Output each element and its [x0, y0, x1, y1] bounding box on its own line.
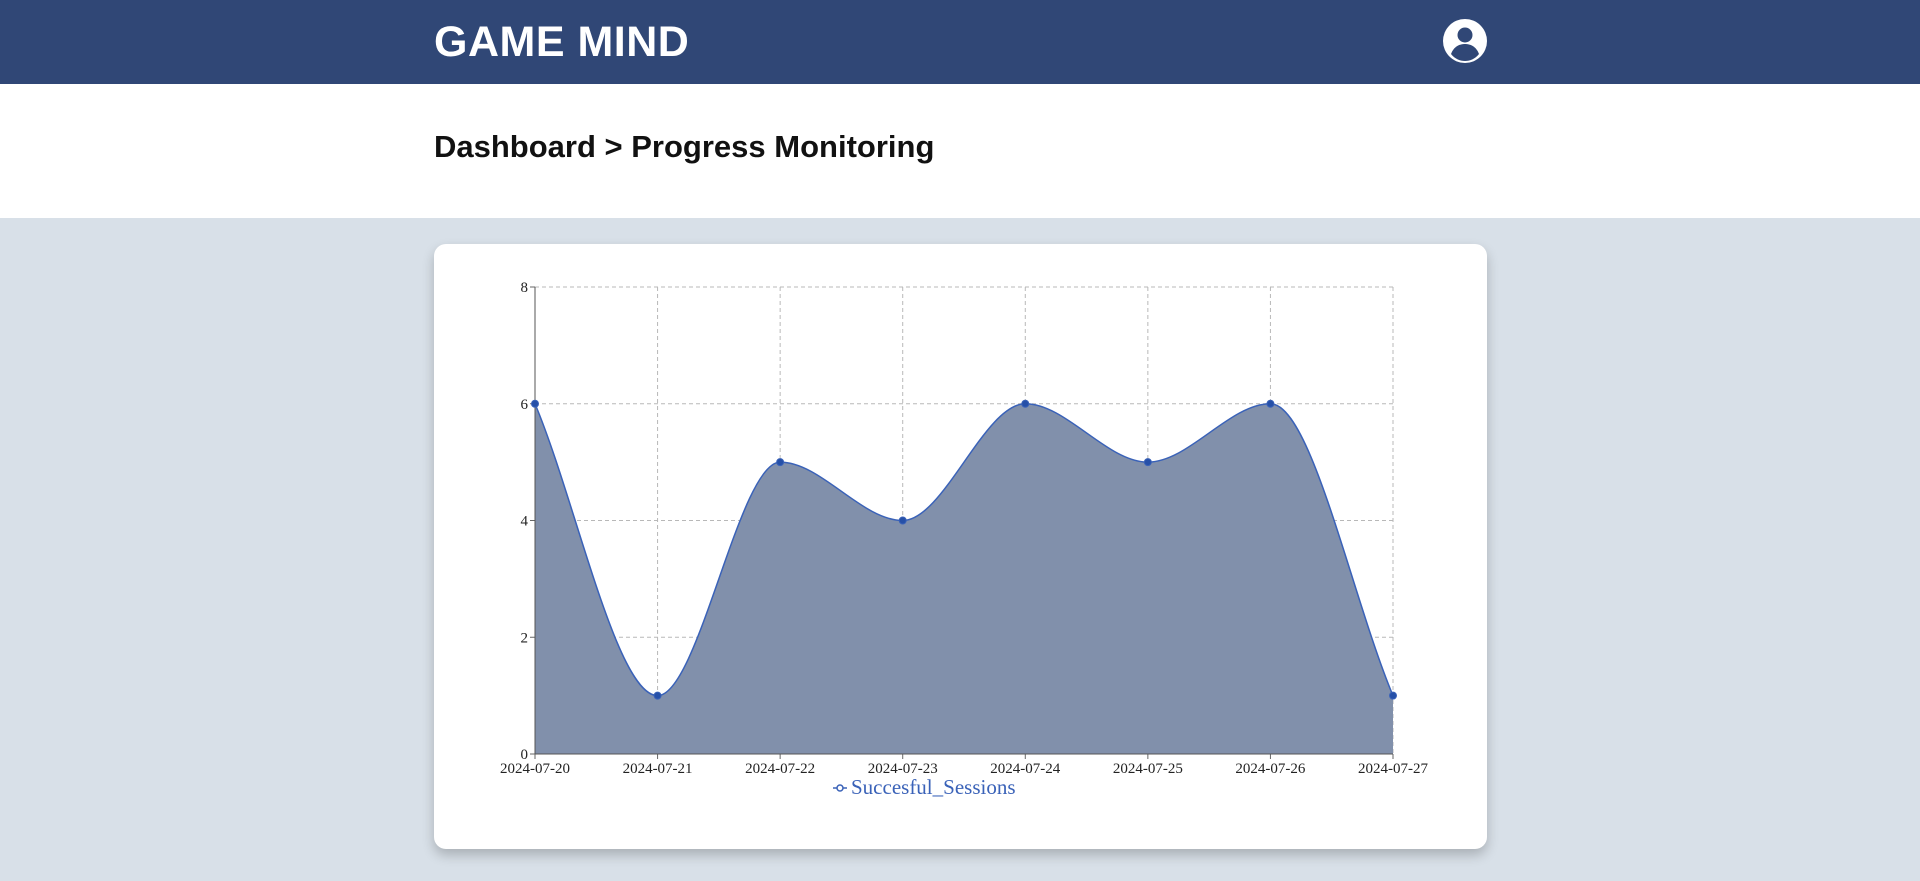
- data-point[interactable]: [776, 458, 785, 467]
- y-tick-label: 6: [521, 397, 529, 413]
- data-point[interactable]: [653, 691, 662, 700]
- data-point[interactable]: [531, 399, 539, 408]
- chart-tick-labels: 0 2 4 6 8 2024-07-20 2024-07-21 2024-07-22 2024-…: [500, 280, 1428, 777]
- x-tick-label: 2024-07-27: [1358, 761, 1428, 777]
- y-tick-label: 8: [521, 280, 529, 296]
- chart-legend[interactable]: Succesful_Sessions: [833, 775, 1016, 799]
- user-circle-icon: [1443, 19, 1487, 63]
- chart-axes: [530, 286, 1394, 759]
- brand-logo[interactable]: GAME MIND: [434, 18, 690, 66]
- x-tick-label: 2024-07-25: [1113, 761, 1183, 777]
- series-area-fill: [535, 403, 1393, 754]
- data-point[interactable]: [1143, 458, 1152, 467]
- page-header: Dashboard > Progress Monitoring: [0, 84, 1920, 218]
- data-point[interactable]: [1021, 399, 1030, 408]
- x-tick-label: 2024-07-21: [623, 761, 693, 777]
- top-navigation-bar: GAME MIND: [0, 0, 1920, 84]
- y-tick-label: 2: [521, 630, 529, 646]
- y-tick-label: 0: [521, 747, 529, 763]
- x-tick-label: 2024-07-22: [745, 761, 815, 777]
- data-point[interactable]: [898, 516, 907, 525]
- progress-chart-card: 0 2 4 6 8 2024-07-20 2024-07-21 2024-07-22 2024-…: [434, 244, 1487, 849]
- data-point[interactable]: [1389, 691, 1397, 700]
- progress-area-chart: 0 2 4 6 8 2024-07-20 2024-07-21 2024-07-22 2024-…: [500, 280, 1428, 799]
- chart-points: [531, 399, 1397, 700]
- user-profile-button[interactable]: [1442, 18, 1488, 64]
- x-tick-label: 2024-07-20: [500, 761, 570, 777]
- chart-area-layer: [534, 402, 1394, 754]
- x-tick-label: 2024-07-24: [990, 761, 1060, 777]
- legend-label[interactable]: Succesful_Sessions: [851, 775, 1016, 799]
- x-tick-label: 2024-07-23: [868, 761, 938, 777]
- y-tick-label: 4: [521, 514, 529, 530]
- breadcrumb: Dashboard > Progress Monitoring: [434, 129, 935, 164]
- legend-swatch-marker: [836, 784, 844, 792]
- x-tick-label: 2024-07-26: [1235, 761, 1305, 777]
- data-point[interactable]: [1266, 399, 1275, 408]
